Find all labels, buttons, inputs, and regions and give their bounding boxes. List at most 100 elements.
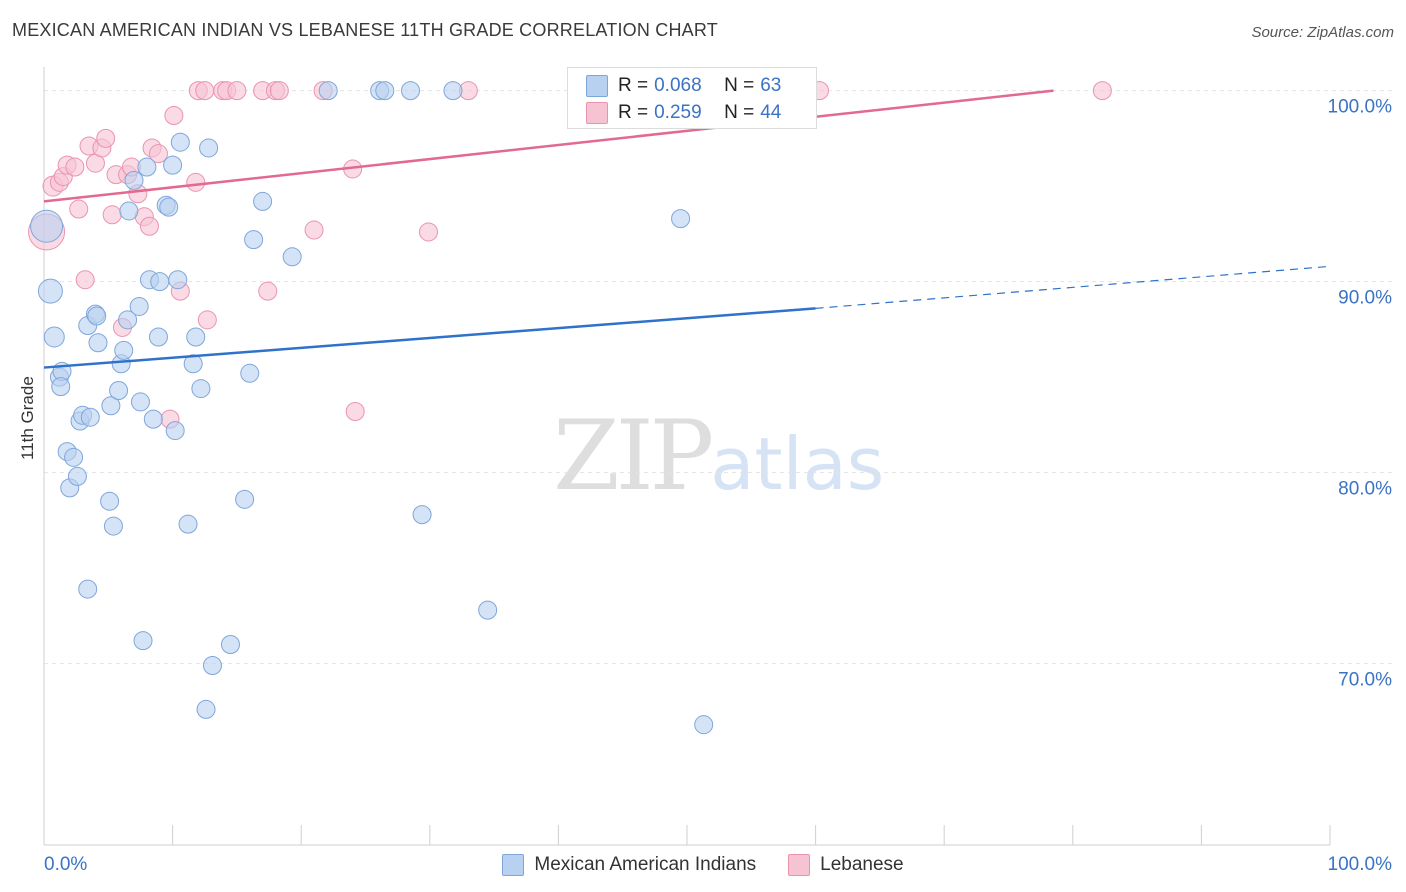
lebanese-point (227, 81, 247, 101)
mexican-american-indians-point (163, 155, 183, 175)
mexican-american-indians-point (183, 354, 203, 374)
mexican-american-indians-point (101, 396, 121, 416)
mexican-american-indians-point (64, 447, 84, 467)
legend-item-mexican-american-indians[interactable]: Mexican American Indians (502, 854, 756, 876)
mexican-american-indians-point (671, 209, 691, 229)
mexican-american-indians-point (159, 197, 179, 217)
lebanese-point (75, 270, 95, 290)
mexican-american-indians-point (129, 296, 149, 316)
pink-swatch (586, 102, 608, 124)
mexican-american-indians-point (80, 407, 100, 427)
x-tick-label-max: 100.0% (1328, 854, 1393, 875)
stats-row-lebanese: R = 0.259 N = 44 (586, 100, 781, 126)
mexican-american-indians-point (282, 247, 302, 267)
mexican-american-indians-point (220, 634, 240, 654)
watermark-atlas: atlas (710, 422, 885, 506)
mexican-american-indians-point (143, 409, 163, 429)
lebanese-point (1092, 81, 1112, 101)
lebanese-point (195, 81, 215, 101)
lebanese-point (345, 401, 365, 421)
lebanese-point (197, 310, 217, 330)
mexican-american-indians-point (178, 514, 198, 534)
pink-swatch (788, 854, 811, 876)
mexican-american-indians-point (199, 138, 219, 158)
lebanese-point (65, 157, 85, 177)
lebanese-point (148, 144, 168, 164)
lebanese-point (186, 172, 206, 192)
mexican-american-indians-point (43, 326, 65, 348)
lebanese-point (69, 199, 89, 219)
chart-title: MEXICAN AMERICAN INDIAN VS LEBANESE 11TH… (12, 20, 718, 40)
mexican-american-indians-point (30, 209, 64, 243)
mexican-american-indians-point (78, 579, 98, 599)
mexican-american-indians-point (119, 201, 139, 221)
mexican-american-indians-point (148, 327, 168, 347)
mexican-american-indians-point (118, 310, 138, 330)
x-tick-label-min: 0.0% (44, 854, 87, 875)
mexican-american-indians-point (375, 81, 395, 101)
n-label: N = (724, 102, 755, 123)
series-legend: Mexican American Indians Lebanese (0, 852, 1406, 878)
lebanese-point (164, 105, 184, 125)
mexican-american-indians-point (168, 270, 188, 290)
mexican-american-indians-point (165, 421, 185, 441)
mexican-american-indians-point (88, 333, 108, 353)
blue-swatch (502, 854, 525, 876)
mexican-american-indians-point (114, 340, 134, 360)
y-axis-label: 11th Grade (18, 376, 37, 460)
mexican-american-indians-point (133, 631, 153, 651)
mexican-american-indians-point (150, 272, 170, 292)
lebanese-point (258, 281, 278, 301)
mexican-american-indians-point (100, 491, 120, 511)
watermark-zip: ZIP (553, 400, 714, 512)
r-value: 0.259 (654, 102, 702, 123)
mexican-american-indians-point (443, 81, 463, 101)
mexican-american-indians-point (170, 132, 190, 152)
mexican-american-indians-point (318, 81, 338, 101)
r-label: R = (618, 102, 649, 123)
mexican-american-indians-point (401, 81, 421, 101)
mexican-american-indians-point (240, 363, 260, 383)
lebanese-point (304, 220, 324, 240)
lebanese-point (419, 222, 439, 242)
mexican-american-indians-point (478, 600, 498, 620)
n-value: 44 (760, 102, 782, 123)
mexican-american-indians-point (235, 489, 255, 509)
mexican-american-indians-point (51, 377, 71, 397)
legend-label: Lebanese (820, 854, 904, 875)
lebanese-point (96, 128, 116, 148)
mexican-american-indians-point (124, 170, 144, 190)
r-value: 0.068 (654, 75, 702, 96)
y-tick-label: 70.0% (1338, 670, 1392, 691)
mexican-american-indians-trendline (43, 307, 816, 369)
mexican-american-indians-point (412, 505, 432, 525)
y-tick-label: 90.0% (1338, 288, 1392, 309)
mexican-american-indians-point (253, 191, 273, 211)
mexican-american-indians-point (196, 699, 216, 719)
mexican-american-indians-point (694, 715, 714, 735)
mexican-american-indians-point (37, 278, 63, 304)
legend-item-lebanese[interactable]: Lebanese (788, 854, 904, 876)
mexican-american-indians-point (87, 306, 107, 326)
y-tick-label: 100.0% (1328, 97, 1393, 118)
lebanese-point (269, 81, 289, 101)
mexican-american-indians-trendline-extension (815, 265, 1331, 309)
r-label: R = (618, 75, 649, 96)
n-label: N = (724, 75, 755, 96)
y-tick-label: 80.0% (1338, 479, 1392, 500)
mexican-american-indians-point (244, 230, 264, 250)
mexican-american-indians-point (103, 516, 123, 536)
stats-legend: R = 0.068 N = 63 R = 0.259 N = 44 (567, 67, 817, 129)
zipatlas-watermark: ZIPatlas (553, 400, 884, 512)
lebanese-trendline (43, 89, 1054, 203)
mexican-american-indians-point (130, 392, 150, 412)
source-credit: Source: ZipAtlas.com (1251, 24, 1394, 41)
mexican-american-indians-point (202, 655, 222, 675)
lebanese-point (102, 205, 122, 225)
lebanese-point (139, 216, 159, 236)
blue-swatch (586, 75, 608, 97)
stats-row-mexican-american-indians: R = 0.068 N = 63 (586, 73, 781, 99)
mexican-american-indians-point (191, 379, 211, 399)
mexican-american-indians-point (137, 157, 157, 177)
